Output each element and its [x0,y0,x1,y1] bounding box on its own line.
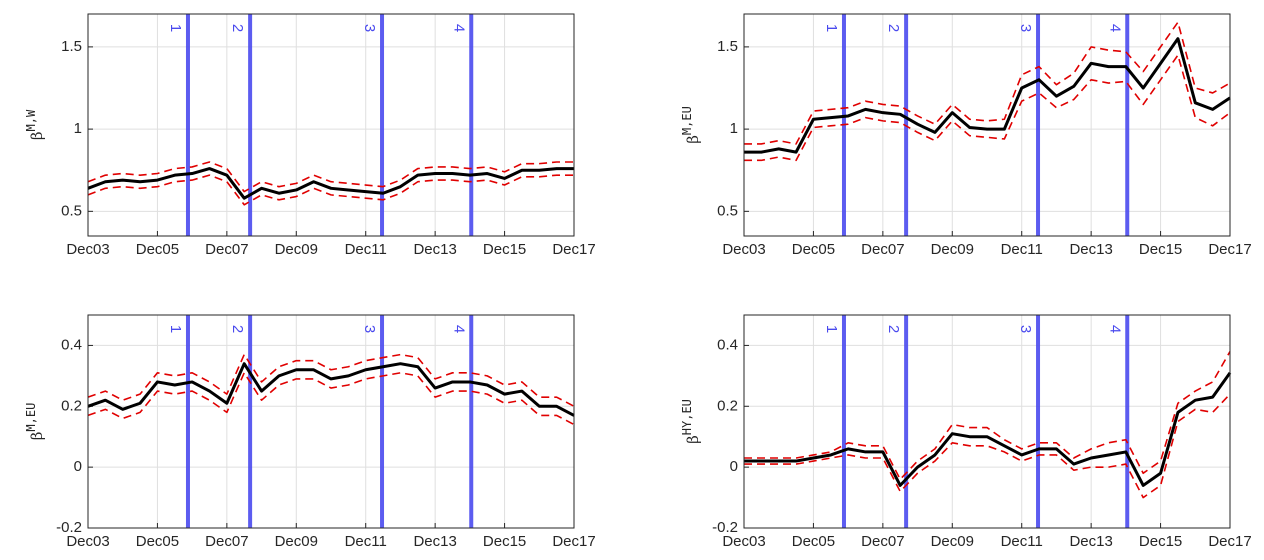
event-label: 4 [450,24,467,32]
x-tick-label: Dec03 [722,241,765,258]
x-tick-label: Dec17 [552,241,595,258]
x-tick-label: Dec15 [1139,533,1182,550]
estimate-line [744,37,1231,154]
x-tick-label: Dec15 [483,241,526,258]
x-tick-label: Dec17 [1208,241,1251,258]
x-tick-label: Dec03 [66,533,109,550]
band-line [87,161,574,193]
event-label: 1 [167,325,184,333]
x-tick-label: Dec11 [345,533,387,550]
y-tick-label: 0.2 [717,397,738,414]
x-tick-label: Dec07 [205,241,248,258]
x-tick-label: Dec11 [1001,533,1043,550]
event-label: 4 [450,325,467,333]
y-axis-label-base: β [28,132,46,141]
y-tick-label: 0 [74,458,82,475]
estimate-line [87,362,575,417]
y-axis-label: βM,EU [680,106,703,144]
y-axis-label-superscript: M,EU [680,106,694,135]
event-label: 1 [167,24,184,32]
event-label: 1 [823,325,840,333]
estimate-line [744,371,1232,487]
y-axis-label-base: β [684,135,702,144]
x-tick-label: Dec07 [205,533,248,550]
y-axis-label-superscript: M,W [24,109,38,131]
axes-box [87,13,575,237]
plot-area [744,315,1230,528]
event-label: 2 [229,325,246,333]
x-tick-label: Dec05 [792,533,835,550]
event-label: 3 [361,24,378,32]
y-axis-label-base: β [28,432,46,441]
x-tick-label: Dec07 [861,533,904,550]
event-label: 1 [823,24,840,32]
y-tick-label: 0 [730,458,738,475]
x-tick-label: Dec09 [275,533,318,550]
event-label: 4 [1106,24,1123,32]
y-tick-label: 0.5 [61,202,82,219]
y-axis-label-base: β [684,435,702,444]
x-tick-label: Dec05 [136,533,179,550]
x-tick-label: Dec03 [66,241,109,258]
y-axis-label: βM,W [24,109,47,140]
event-label: 2 [229,24,246,32]
y-tick-label: -0.2 [56,519,82,536]
plot-area [744,14,1230,236]
x-tick-label: Dec13 [1069,241,1112,258]
y-tick-label: 1.5 [61,38,82,55]
y-axis-label-superscript: M,EU [24,403,38,432]
axes-box [87,314,575,529]
y-tick-label: 1 [74,120,82,137]
x-tick-label: Dec17 [1208,533,1251,550]
y-tick-label: 0.2 [61,397,82,414]
band-line [744,393,1231,499]
y-axis-label: βM,EU [24,403,47,441]
event-label: 3 [1017,24,1034,32]
event-label: 4 [1106,325,1123,333]
x-tick-label: Dec03 [722,533,765,550]
x-tick-label: Dec05 [792,241,835,258]
x-tick-label: Dec13 [413,241,456,258]
x-tick-label: Dec09 [931,533,974,550]
band-line [87,174,574,206]
y-axis-label-superscript: HY,EU [680,399,694,435]
plot-area [88,315,574,528]
y-tick-label: -0.2 [712,519,738,536]
band-line [87,372,575,426]
x-tick-label: Dec13 [413,533,456,550]
x-tick-label: Dec09 [275,241,318,258]
x-tick-label: Dec09 [931,241,974,258]
x-tick-label: Dec15 [1139,241,1182,258]
event-label: 2 [885,24,902,32]
event-label: 2 [885,325,902,333]
y-axis-label: βHY,EU [680,399,703,444]
plot-area [88,14,574,236]
y-tick-label: 1 [730,120,738,137]
x-tick-label: Dec15 [483,533,526,550]
x-tick-label: Dec13 [1069,533,1112,550]
x-tick-label: Dec11 [345,241,387,258]
axes-box [743,314,1231,529]
estimate-line [87,167,574,200]
x-tick-label: Dec07 [861,241,904,258]
x-tick-label: Dec17 [552,533,595,550]
x-tick-label: Dec11 [1001,241,1043,258]
y-tick-label: 0.5 [717,202,738,219]
y-tick-label: 0.4 [717,336,738,353]
axes-box [743,13,1231,237]
event-label: 3 [361,325,378,333]
y-tick-label: 0.4 [61,336,82,353]
y-tick-label: 1.5 [717,38,738,55]
x-tick-label: Dec05 [136,241,179,258]
band-line [87,353,575,407]
band-line [744,351,1231,481]
event-label: 3 [1017,325,1034,333]
